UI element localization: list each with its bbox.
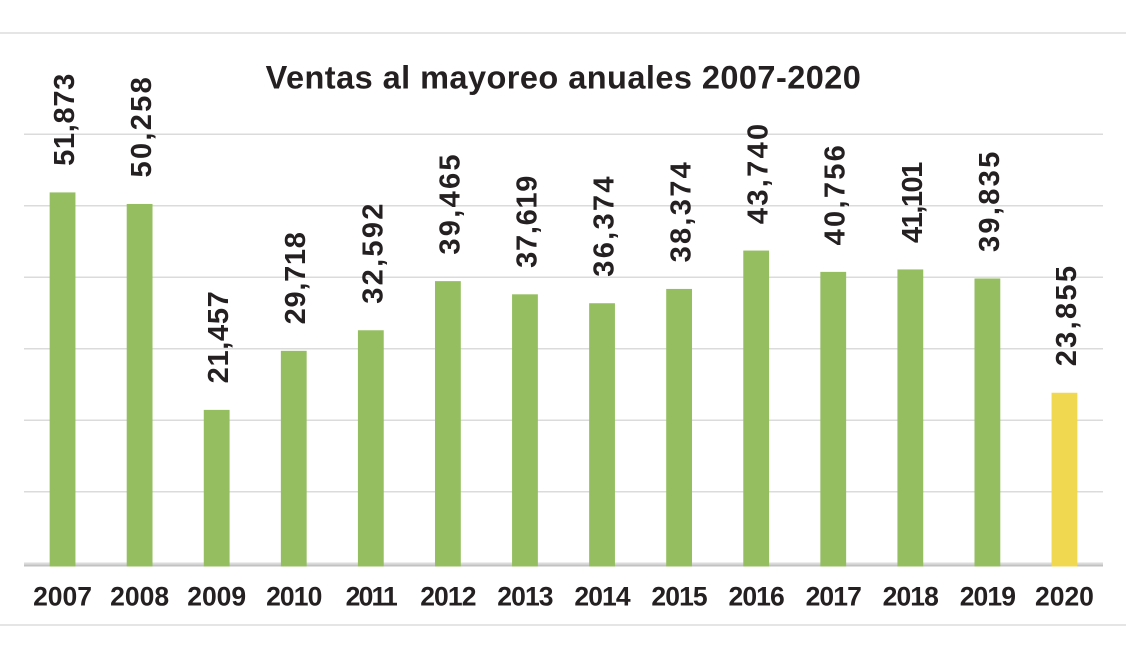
svg-text:51,873: 51,873 [49, 73, 81, 166]
svg-text:38,374: 38,374 [666, 160, 698, 263]
svg-text:36,374: 36,374 [589, 174, 621, 277]
svg-text:2011: 2011 [346, 581, 397, 611]
svg-text:2007: 2007 [33, 581, 92, 611]
svg-text:2014: 2014 [574, 581, 631, 611]
svg-text:32,592: 32,592 [357, 201, 389, 304]
svg-text:2020: 2020 [1035, 581, 1094, 611]
svg-text:43,740: 43,740 [743, 122, 775, 225]
svg-text:40,756: 40,756 [820, 143, 852, 246]
svg-text:23,855: 23,855 [1051, 264, 1083, 367]
svg-text:2018: 2018 [883, 581, 939, 611]
svg-text:2010: 2010 [266, 581, 322, 611]
svg-text:2009: 2009 [187, 581, 246, 611]
svg-text:Ventas al mayoreo anuales 2007: Ventas al mayoreo anuales 2007-2020 [266, 60, 862, 96]
svg-text:2013: 2013 [497, 581, 553, 611]
svg-text:50,258: 50,258 [126, 75, 158, 178]
svg-text:41,101: 41,101 [897, 162, 929, 243]
svg-text:2008: 2008 [110, 581, 169, 611]
svg-text:39,835: 39,835 [974, 149, 1006, 252]
svg-text:2019: 2019 [960, 581, 1016, 611]
svg-text:2015: 2015 [651, 581, 707, 611]
svg-text:2016: 2016 [729, 581, 785, 611]
svg-text:2017: 2017 [806, 581, 862, 611]
svg-text:29,718: 29,718 [280, 231, 312, 324]
svg-text:2012: 2012 [420, 581, 476, 611]
svg-text:21,457: 21,457 [203, 290, 235, 383]
svg-text:37,619: 37,619 [511, 175, 543, 268]
svg-text:39,465: 39,465 [434, 152, 466, 255]
